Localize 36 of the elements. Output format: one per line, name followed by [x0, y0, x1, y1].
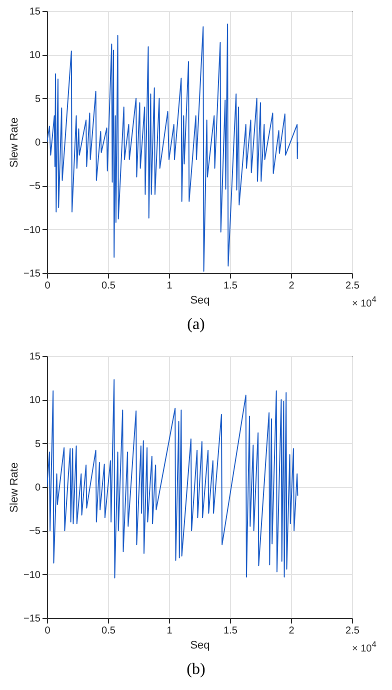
y-tick-label: 0	[34, 138, 41, 148]
x-tick-label: 1.5	[224, 280, 238, 292]
x-axis-title: Seq	[190, 294, 210, 306]
x-tick-label: 0	[44, 280, 51, 292]
y-tick-label: −10	[24, 224, 41, 236]
y-axis-title: Slew Rate	[8, 462, 21, 513]
text: × 10$^{4}$	[352, 639, 376, 654]
x-tick-label: 0	[44, 626, 51, 636]
y-tick-label: 5	[34, 438, 41, 450]
y-tick-label: 10	[29, 50, 41, 62]
text: (b)	[186, 661, 206, 679]
line-series	[47, 24, 298, 272]
y-axis-title: Slew Rate	[8, 117, 21, 168]
x-tick-label: 2	[288, 626, 295, 636]
x-tick-label: 2.5	[346, 626, 360, 636]
x-tick-label: 1	[166, 280, 173, 292]
y-tick-label: −5	[29, 526, 41, 538]
x-tick-label: 0.5	[102, 280, 116, 292]
text: (a)	[186, 316, 206, 334]
x-tick-label: 2	[288, 280, 295, 292]
x-tick-label: 0.5	[102, 626, 116, 636]
line-series	[47, 379, 298, 578]
y-tick-label: 0	[34, 482, 41, 494]
y-tick-label: 5	[34, 94, 41, 105]
y-tick-label: 15	[29, 6, 41, 18]
x-tick-label: 1.5	[224, 626, 238, 636]
text: × 10$^{4}$	[352, 294, 376, 310]
y-tick-label: −15	[24, 614, 41, 624]
x-tick-label: 1	[166, 626, 173, 636]
y-tick-label: −15	[24, 268, 41, 280]
y-tick-label: −10	[24, 570, 41, 581]
x-tick-label: 2.5	[346, 280, 360, 292]
x-axis-title: Seq	[190, 640, 210, 652]
y-tick-label: 15	[29, 352, 41, 362]
y-tick-label: −5	[29, 181, 41, 192]
y-tick-label: 10	[29, 395, 41, 406]
